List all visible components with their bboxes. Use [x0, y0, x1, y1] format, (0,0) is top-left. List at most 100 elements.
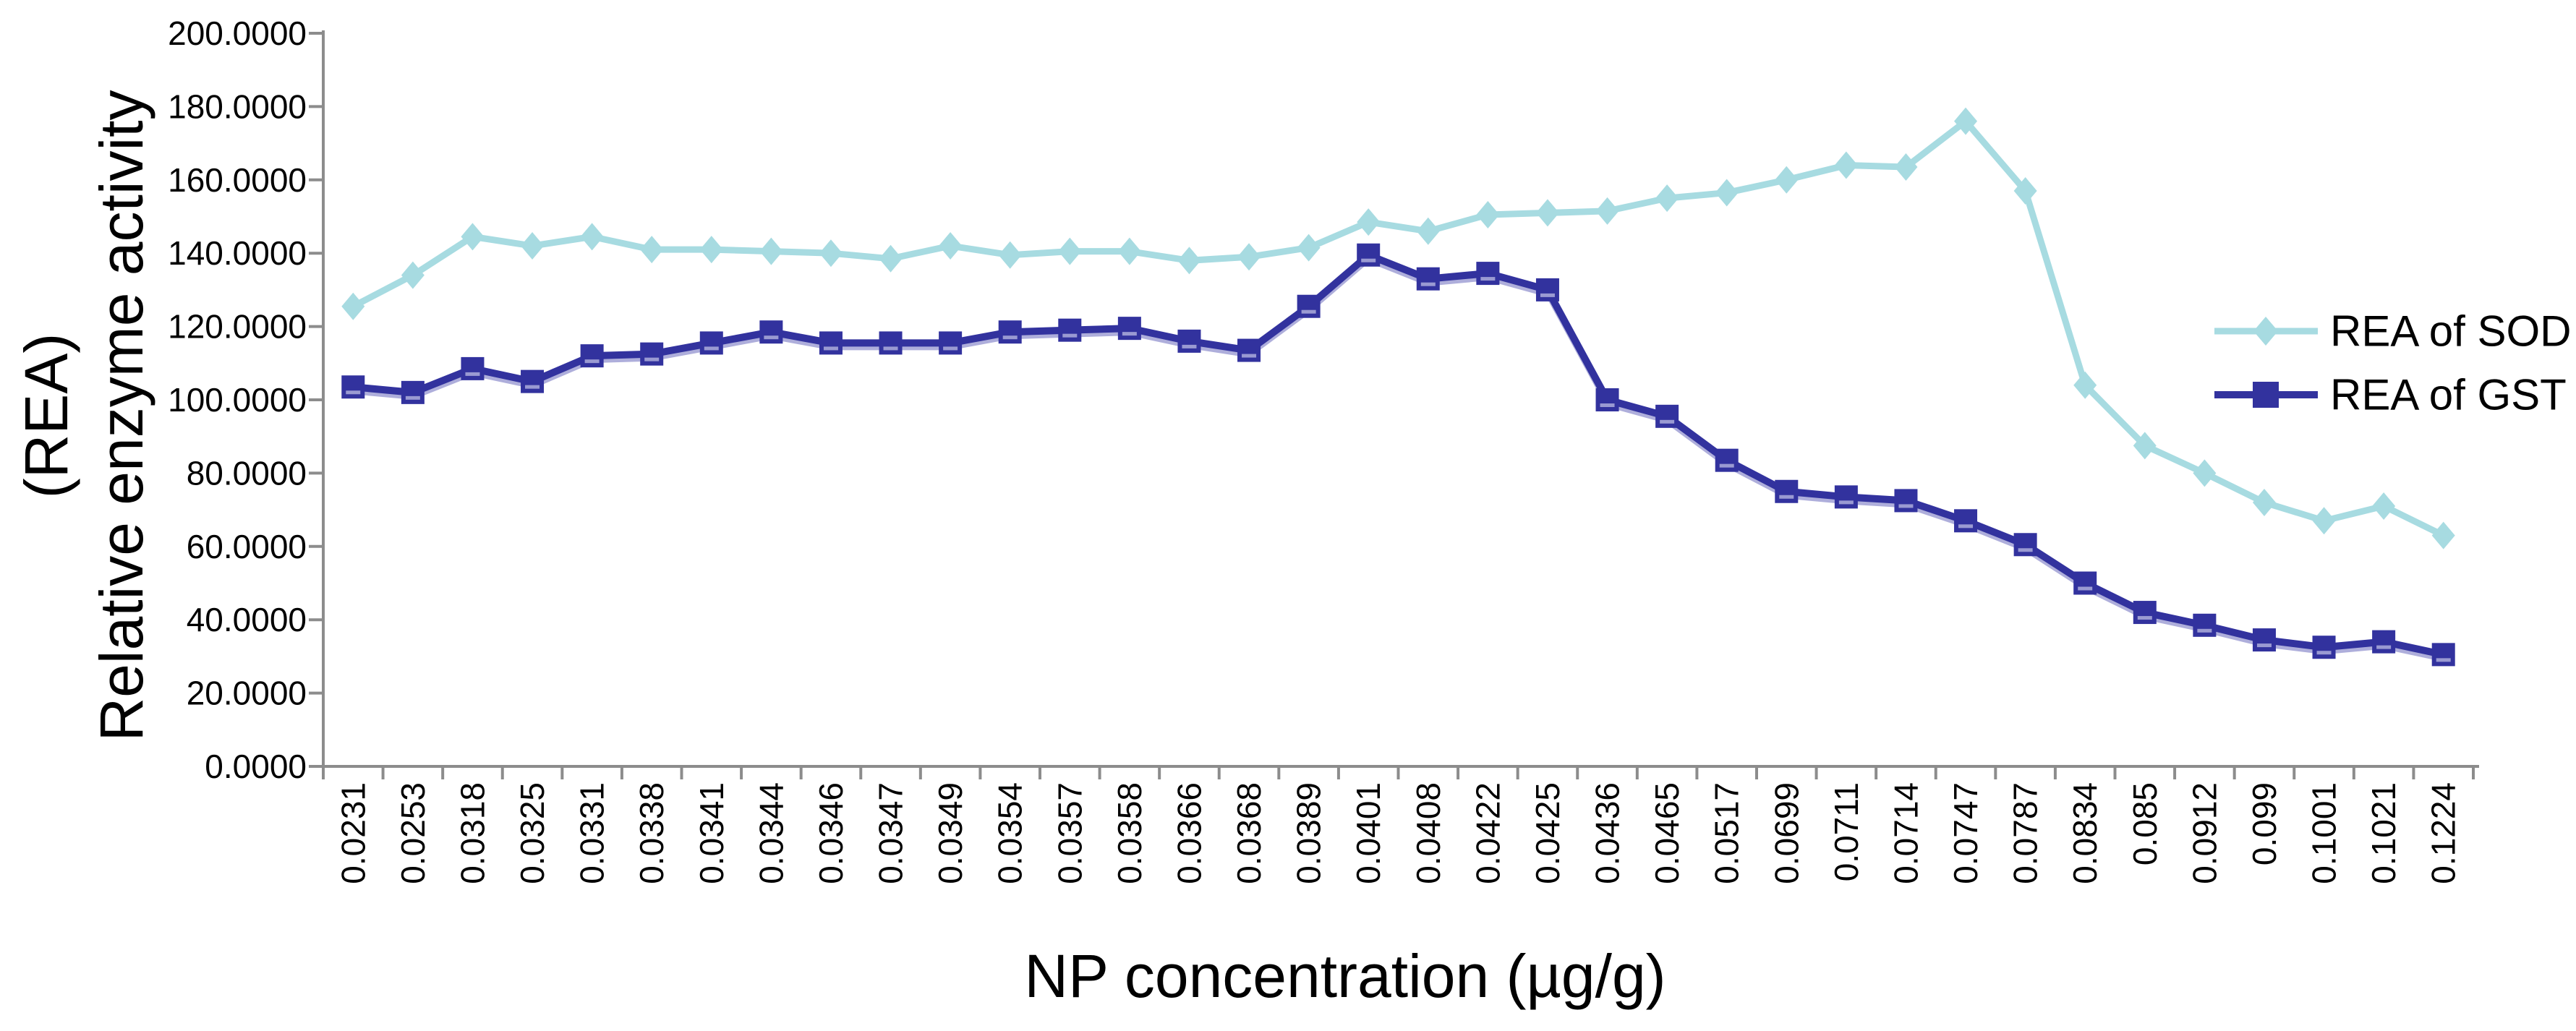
axes: 0.0000 20.0000 40.0000 60.0000 80.0000 100.00…	[168, 14, 2479, 884]
sod-marker	[2073, 371, 2097, 399]
y-tick-label: 140.0000	[168, 234, 307, 272]
legend-sod-diamond-icon	[2253, 317, 2278, 346]
x-tick-label: 0.0338	[633, 782, 670, 884]
sod-marker	[1894, 153, 1918, 181]
sod-marker	[2193, 459, 2217, 487]
sod-marker	[2013, 177, 2037, 205]
x-tick-label: 0.0422	[1469, 782, 1506, 884]
y-tick-label: 180.0000	[168, 87, 307, 125]
gst-marker	[819, 331, 843, 355]
x-tick-label: 0.0344	[752, 782, 790, 884]
sod-marker	[2372, 492, 2396, 521]
x-tick-label: 0.0231	[334, 782, 372, 884]
x-tick-label: 0.0465	[1648, 782, 1686, 884]
y-axis-title-line2: (REA)	[12, 333, 80, 499]
sod-marker	[1715, 179, 1739, 207]
x-tick-label: 0.0358	[1111, 782, 1148, 884]
y-tick-label: 80.0000	[187, 454, 307, 492]
sod-marker	[699, 236, 723, 264]
gst-marker-highlight	[2137, 616, 2152, 620]
gst-marker	[521, 369, 545, 393]
x-tick-label: 0.0711	[1827, 782, 1865, 881]
gst-line	[352, 251, 2444, 659]
sod-marker	[1834, 151, 1858, 179]
x-tick-label: 0.099	[2246, 782, 2283, 865]
sod-marker	[2133, 432, 2157, 460]
gst-marker	[2431, 643, 2455, 667]
x-tick-label: 0.0834	[2066, 782, 2104, 884]
gst-marker	[1357, 243, 1381, 267]
sod-marker	[1476, 200, 1500, 228]
x-tick-label: 0.0253	[394, 782, 432, 884]
gst-marker	[1058, 318, 1082, 342]
x-tick-label: 0.0401	[1349, 782, 1387, 884]
sod-marker	[1416, 217, 1440, 245]
gst-marker	[1595, 388, 1619, 411]
gst-marker	[1177, 329, 1201, 353]
sod-marker	[461, 223, 485, 251]
sod-marker	[1954, 107, 1978, 135]
gst-marker-highlight	[346, 390, 361, 395]
sod-marker	[939, 232, 963, 260]
gst-marker-highlight	[823, 346, 838, 351]
gst-marker-highlight	[2376, 645, 2392, 649]
sod-marker	[2431, 521, 2455, 549]
gst-marker-highlight	[465, 372, 480, 376]
gst-marker-highlight	[525, 385, 540, 389]
gst-marker-highlight	[1779, 495, 1794, 499]
gst-marker	[1715, 448, 1739, 472]
gst-marker-highlight	[1182, 344, 1197, 348]
gst-marker	[2013, 533, 2037, 557]
sod-marker	[1655, 184, 1679, 213]
gst-marker-highlight	[1540, 293, 1555, 297]
gst-marker-highlight	[1898, 504, 1914, 508]
x-tick-label: 0.1001	[2306, 782, 2343, 884]
sod-marker	[1297, 234, 1321, 262]
legend-label-sod: REA of SOD	[2330, 307, 2571, 356]
y-tick-label: 60.0000	[187, 528, 307, 565]
gst-marker	[1476, 262, 1500, 286]
gst-marker-highlight	[1719, 463, 1734, 468]
sod-marker	[2312, 507, 2336, 535]
legend: REA of SOD REA of GST	[2214, 307, 2571, 419]
sod-line	[351, 118, 2445, 539]
y-tick-label: 40.0000	[187, 601, 307, 638]
gst-marker	[1535, 278, 1559, 301]
x-tick-label: 0.0366	[1170, 782, 1208, 884]
sod-marker	[759, 237, 783, 265]
gst-marker-highlight	[1600, 403, 1615, 407]
gst-marker	[1834, 485, 1858, 509]
x-tick-label: 0.0341	[693, 782, 730, 884]
sod-marker	[1237, 243, 1261, 271]
y-tick-label: 100.0000	[168, 381, 307, 419]
gst-marker-highlight	[2256, 643, 2272, 648]
sod-marker	[2252, 488, 2276, 516]
gst-marker-highlight	[2197, 628, 2212, 633]
gst-marker	[1894, 489, 1918, 513]
x-tick-label: 0.0347	[872, 782, 910, 884]
gst-marker-highlight	[1002, 335, 1018, 340]
gst-marker	[2372, 630, 2396, 654]
sod-marker	[1058, 237, 1082, 265]
gst-marker	[879, 331, 903, 355]
x-tick-label: 0.0357	[1051, 782, 1088, 884]
gst-marker	[2073, 571, 2097, 595]
gst-marker-highlight	[1361, 258, 1376, 262]
x-tick-label: 0.0325	[513, 782, 551, 884]
legend-label-gst: REA of GST	[2330, 371, 2567, 419]
gst-line-shadow	[353, 257, 2444, 662]
gst-marker-highlight	[943, 346, 958, 351]
sod-marker	[998, 241, 1022, 269]
gst-marker-highlight	[1420, 282, 1436, 286]
y-tick-label: 0.0000	[205, 748, 307, 785]
sod-marker	[341, 292, 365, 320]
y-axis-title-line1: Relative enzyme activity	[88, 90, 155, 742]
gst-marker-highlight	[1301, 309, 1316, 314]
sod-marker	[640, 236, 664, 264]
x-tick-label: 0.0425	[1529, 782, 1566, 884]
gst-marker-highlight	[883, 346, 898, 351]
gst-marker	[998, 320, 1022, 344]
x-tick-label: 0.0714	[1887, 782, 1924, 884]
gst-marker	[699, 331, 723, 355]
x-tick-label: 0.0699	[1767, 782, 1805, 884]
